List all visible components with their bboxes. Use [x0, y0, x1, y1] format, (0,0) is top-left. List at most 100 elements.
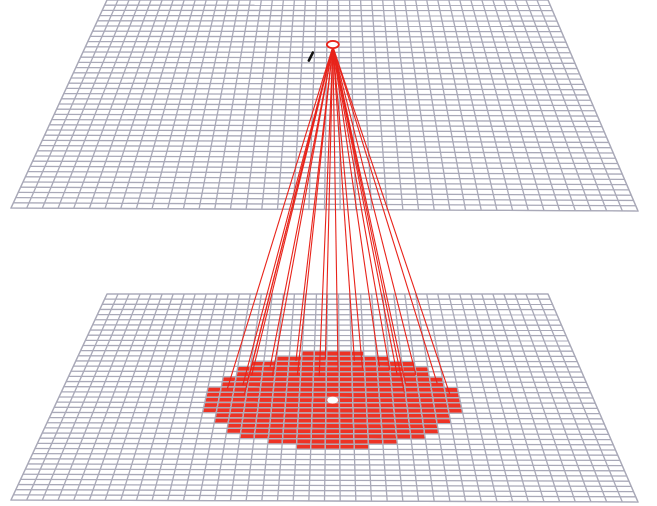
- upper-grid-row-line: [49, 124, 603, 128]
- highlight-cell: [367, 433, 384, 440]
- highlight-cell: [364, 381, 380, 388]
- highlight-cell: [253, 427, 271, 435]
- projection-ray: [324, 46, 334, 359]
- highlight-cell: [258, 391, 274, 399]
- highlight-cell: [339, 443, 355, 450]
- highlight-cell: [244, 396, 260, 404]
- highlight-cell: [365, 402, 381, 409]
- highlight-cell: [324, 438, 341, 445]
- upper-grid-row-line: [63, 92, 589, 96]
- highlight-cell: [380, 422, 397, 430]
- highlight-cell: [311, 417, 327, 424]
- highlight-cell: [300, 355, 315, 362]
- upper-grid-row-line: [51, 118, 600, 122]
- highlight-cell: [297, 407, 313, 414]
- highlight-cell: [259, 386, 275, 393]
- highlight-cell: [312, 376, 327, 383]
- upper-grid-row-line: [87, 40, 567, 43]
- highlight-cell: [338, 422, 355, 430]
- highlight-cell: [365, 391, 381, 399]
- highlight-cell: [350, 350, 365, 357]
- highlight-cell: [353, 428, 369, 435]
- upper-grid-row-line: [25, 176, 625, 181]
- highlight-cell: [311, 407, 327, 414]
- highlight-cell: [284, 407, 300, 414]
- highlight-cell: [227, 417, 244, 424]
- highlight-cell: [271, 391, 288, 399]
- highlight-cell: [215, 407, 232, 414]
- lower-grid-row-line: [80, 349, 573, 352]
- highlight-cell: [240, 422, 257, 429]
- highlight-cell: [394, 417, 410, 425]
- projection-ray: [332, 46, 356, 361]
- highlight-cell: [376, 371, 392, 378]
- highlight-cell: [407, 417, 424, 425]
- highlight-cell: [353, 433, 369, 440]
- highlight-cell: [420, 412, 437, 420]
- highlight-cell: [245, 386, 262, 393]
- highlight-cell: [242, 407, 259, 414]
- upper-grid-row-line: [39, 144, 612, 149]
- highlight-cell: [267, 432, 284, 440]
- highlight-cell: [421, 417, 438, 425]
- highlight-cell: [310, 438, 327, 445]
- lower-grid-row-line: [61, 391, 591, 394]
- projection-ray: [332, 46, 339, 372]
- lower-grid-row-line: [46, 422, 605, 425]
- projection-ray: [332, 46, 407, 385]
- lower-grid-row-line: [30, 458, 621, 462]
- highlight-cell: [298, 396, 314, 404]
- highlight-cell: [312, 381, 327, 388]
- highlight-cell: [205, 391, 221, 398]
- highlight-cell: [325, 417, 341, 425]
- highlight-cell: [377, 376, 392, 383]
- highlight-cell: [367, 428, 383, 435]
- highlight-cell: [260, 376, 276, 383]
- lower-grid-row-line: [18, 483, 632, 488]
- highlight-cell: [234, 376, 250, 383]
- highlight-cell: [243, 401, 260, 409]
- upper-grid-row-line: [37, 150, 614, 154]
- tick-mark: [307, 51, 315, 62]
- highlight-cell: [338, 396, 354, 404]
- projection-ray: [226, 46, 334, 389]
- highlight-cell: [393, 407, 409, 414]
- highlight-cell: [269, 412, 286, 419]
- highlight-cell: [381, 438, 398, 445]
- highlight-cell: [378, 391, 394, 399]
- projection-ray: [318, 46, 334, 377]
- highlight-cell: [311, 396, 327, 404]
- upper-grid-row-line: [66, 87, 587, 91]
- upper-grid-row-line: [30, 165, 621, 170]
- lower-grid-row-line: [68, 375, 585, 378]
- highlight-cell: [201, 407, 218, 414]
- highlight-cell: [241, 417, 258, 424]
- highlight-cell: [285, 391, 301, 399]
- highlight-cell: [268, 427, 285, 435]
- highlight-cell: [298, 386, 314, 393]
- upper-grid-row-line: [18, 191, 632, 196]
- highlight-cell: [259, 381, 275, 388]
- projection-ray: [332, 46, 364, 370]
- highlight-cell: [301, 350, 315, 357]
- highlight-cell: [366, 417, 382, 425]
- highlight-cell: [270, 407, 286, 414]
- highlight-cell: [338, 412, 354, 419]
- highlight-cell: [272, 386, 288, 393]
- highlight-cell: [286, 370, 302, 378]
- highlight-cell: [256, 407, 273, 414]
- highlight-cell: [422, 422, 439, 430]
- highlight-cell: [325, 376, 340, 383]
- highlight-cell: [239, 432, 256, 440]
- highlight-cell: [407, 412, 424, 420]
- highlight-cell: [423, 428, 440, 435]
- highlight-cell: [311, 402, 327, 409]
- highlight-cell: [378, 396, 394, 404]
- highlight-cell: [376, 365, 391, 373]
- upper-grid-row-line: [85, 46, 569, 49]
- projection-ray: [332, 46, 417, 376]
- lower-grid-lines: [10, 293, 639, 503]
- highlight-cell: [270, 401, 287, 409]
- highlight-cell: [338, 360, 353, 368]
- highlight-cell: [281, 433, 298, 440]
